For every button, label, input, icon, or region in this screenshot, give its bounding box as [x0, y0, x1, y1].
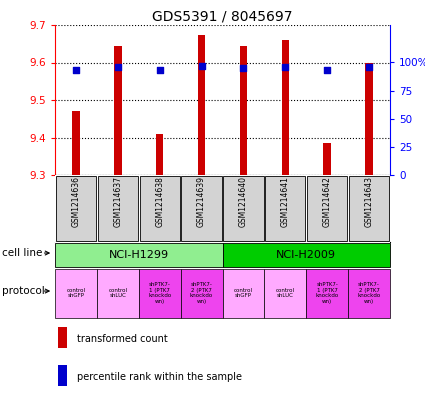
Text: control
shLUC: control shLUC: [276, 288, 295, 298]
Text: GSM1214641: GSM1214641: [281, 176, 290, 227]
FancyBboxPatch shape: [306, 268, 348, 318]
Point: [240, 65, 247, 71]
Bar: [323, 143, 331, 175]
Text: GSM1214643: GSM1214643: [365, 176, 374, 227]
Point: [114, 64, 121, 70]
FancyBboxPatch shape: [139, 176, 180, 241]
Bar: [198, 35, 205, 175]
Bar: [240, 46, 247, 175]
Bar: [58, 364, 67, 386]
Bar: [114, 46, 122, 175]
FancyBboxPatch shape: [223, 242, 390, 268]
Point: [282, 64, 289, 70]
FancyBboxPatch shape: [97, 268, 139, 318]
Text: protocol: protocol: [2, 286, 45, 296]
Point: [156, 67, 163, 73]
FancyBboxPatch shape: [223, 268, 264, 318]
Point: [366, 64, 372, 70]
Text: GSM1214640: GSM1214640: [239, 176, 248, 227]
Point: [198, 63, 205, 69]
Text: shPTK7-
1 (PTK7
knockdo
wn): shPTK7- 1 (PTK7 knockdo wn): [148, 282, 171, 304]
Text: transformed count: transformed count: [77, 334, 167, 344]
Text: shPTK7-
2 (PTK7
knockdo
wn): shPTK7- 2 (PTK7 knockdo wn): [190, 282, 213, 304]
Point: [73, 67, 79, 73]
FancyBboxPatch shape: [348, 268, 390, 318]
FancyBboxPatch shape: [349, 176, 389, 241]
FancyBboxPatch shape: [307, 176, 347, 241]
Bar: [72, 111, 80, 175]
Text: shPTK7-
2 (PTK7
knockdo
wn): shPTK7- 2 (PTK7 knockdo wn): [357, 282, 381, 304]
FancyBboxPatch shape: [55, 242, 223, 268]
Bar: [58, 327, 67, 348]
FancyBboxPatch shape: [56, 176, 96, 241]
Text: control
shGFP: control shGFP: [66, 288, 85, 298]
Text: cell line: cell line: [2, 248, 42, 258]
Text: control
shLUC: control shLUC: [108, 288, 128, 298]
Bar: [366, 63, 373, 175]
FancyBboxPatch shape: [181, 176, 222, 241]
Text: percentile rank within the sample: percentile rank within the sample: [77, 371, 242, 382]
FancyBboxPatch shape: [98, 176, 138, 241]
Point: [324, 67, 331, 73]
Text: NCI-H2009: NCI-H2009: [276, 250, 336, 260]
Text: GSM1214636: GSM1214636: [71, 176, 80, 227]
Text: shPTK7-
1 (PTK7
knockdo
wn): shPTK7- 1 (PTK7 knockdo wn): [315, 282, 339, 304]
Bar: [281, 40, 289, 175]
FancyBboxPatch shape: [224, 176, 264, 241]
Title: GDS5391 / 8045697: GDS5391 / 8045697: [152, 10, 293, 24]
Text: control
shGFP: control shGFP: [234, 288, 253, 298]
Text: GSM1214637: GSM1214637: [113, 176, 122, 227]
Bar: [156, 134, 164, 175]
FancyBboxPatch shape: [181, 268, 223, 318]
Text: GSM1214638: GSM1214638: [155, 176, 164, 227]
Text: NCI-H1299: NCI-H1299: [109, 250, 169, 260]
FancyBboxPatch shape: [264, 268, 306, 318]
Text: GSM1214642: GSM1214642: [323, 176, 332, 227]
FancyBboxPatch shape: [55, 268, 97, 318]
FancyBboxPatch shape: [139, 268, 181, 318]
FancyBboxPatch shape: [265, 176, 306, 241]
Text: GSM1214639: GSM1214639: [197, 176, 206, 227]
